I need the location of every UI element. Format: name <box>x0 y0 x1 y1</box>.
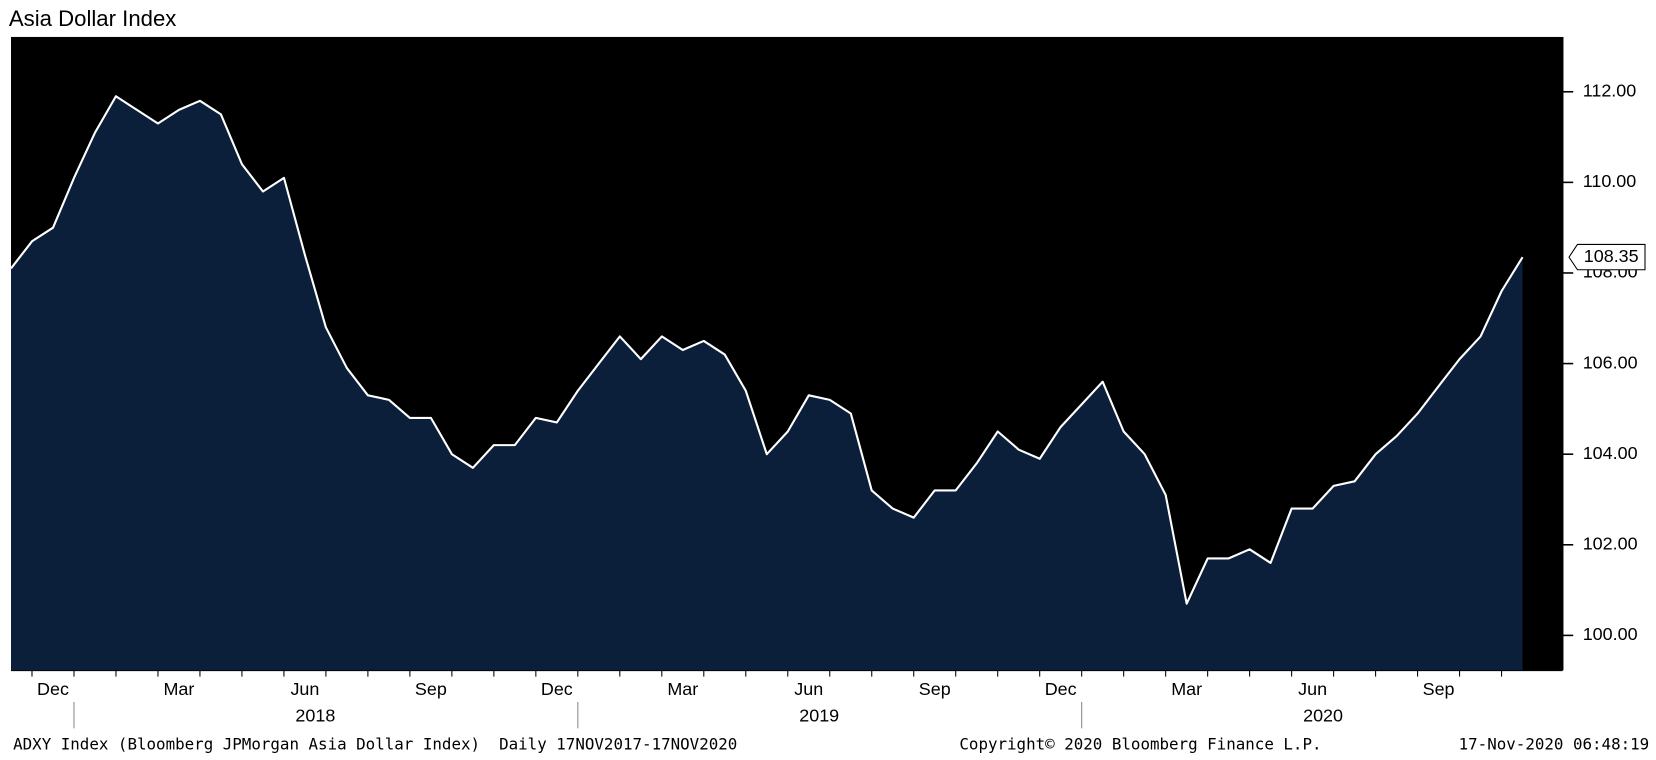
series-line <box>10 95 1524 605</box>
x-tick-label: Mar <box>1171 679 1202 699</box>
y-tick-label: 102.00 <box>1583 534 1638 554</box>
x-group-label: 2020 <box>1303 705 1343 725</box>
x-tick-label: Jun <box>290 679 319 699</box>
footer-source: ADXY Index (Bloomberg JPMorgan Asia Doll… <box>13 735 737 754</box>
x-tick-label: Sep <box>1423 679 1455 699</box>
footer-copyright: Copyright© 2020 Bloomberg Finance L.P. <box>959 735 1321 754</box>
y-tick-label: 112.00 <box>1583 80 1637 100</box>
x-group-label: 2018 <box>295 705 335 725</box>
last-value-box <box>1568 243 1646 271</box>
x-tick-label: Mar <box>163 679 194 699</box>
x-group-label: 2019 <box>799 705 839 725</box>
x-tick-label: Jun <box>1298 679 1327 699</box>
x-tick-label: Dec <box>37 679 69 699</box>
footer-timestamp: 17-Nov-2020 06:48:19 <box>1459 735 1650 754</box>
y-tick-label: 104.00 <box>1583 443 1638 463</box>
x-tick-label: Sep <box>415 679 447 699</box>
area-fill <box>11 96 1523 671</box>
x-tick-label: Dec <box>541 679 573 699</box>
x-tick-label: Mar <box>667 679 698 699</box>
y-tick-label: 100.00 <box>1583 624 1638 644</box>
x-tick-label: Jun <box>794 679 823 699</box>
y-tick-label: 110.00 <box>1583 171 1637 191</box>
chart-title: Asia Dollar Index <box>9 6 176 31</box>
x-tick-label: Dec <box>1045 679 1077 699</box>
last-value-label: 108.35 <box>1584 246 1639 266</box>
y-tick-label: 106.00 <box>1583 352 1638 372</box>
x-tick-label: Sep <box>919 679 951 699</box>
